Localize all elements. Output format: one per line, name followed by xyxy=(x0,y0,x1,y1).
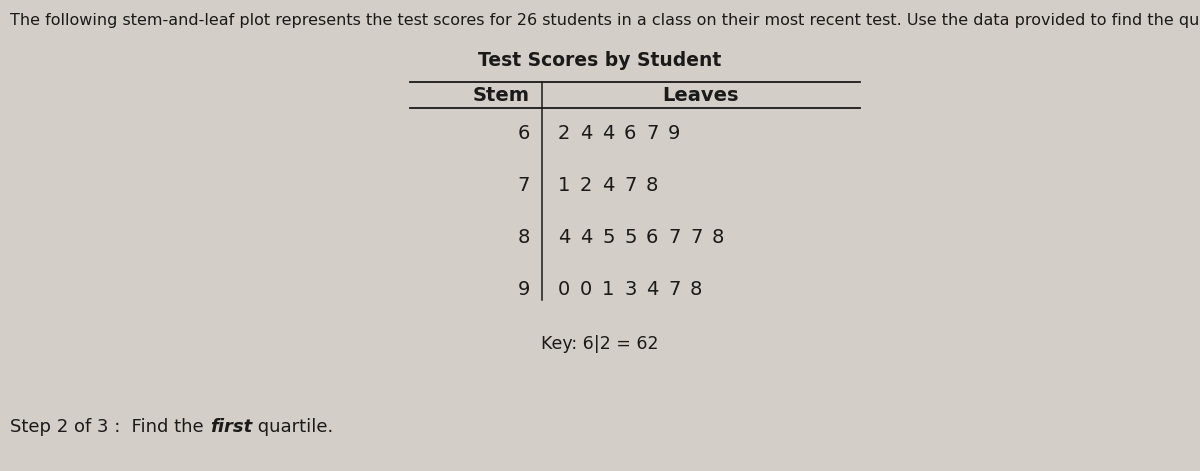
Text: 3: 3 xyxy=(624,280,636,299)
Text: 5: 5 xyxy=(602,228,614,247)
Text: Step 2 of 3 :: Step 2 of 3 : xyxy=(10,418,120,436)
Text: 7: 7 xyxy=(668,280,680,299)
Text: Test Scores by Student: Test Scores by Student xyxy=(479,51,721,70)
Text: 1: 1 xyxy=(558,176,570,195)
Text: 8: 8 xyxy=(712,228,725,247)
Text: 6: 6 xyxy=(646,228,659,247)
Text: 4: 4 xyxy=(558,228,570,247)
Text: 5: 5 xyxy=(624,228,636,247)
Text: 4: 4 xyxy=(602,176,614,195)
Text: 9: 9 xyxy=(517,280,530,299)
Text: 0: 0 xyxy=(580,280,593,299)
Text: 1: 1 xyxy=(602,280,614,299)
Text: 6: 6 xyxy=(517,124,530,143)
Text: Leaves: Leaves xyxy=(661,86,738,105)
Text: 4: 4 xyxy=(580,124,593,143)
Text: first: first xyxy=(210,418,252,436)
Text: 4: 4 xyxy=(646,280,659,299)
Text: Key: 6|2 = 62: Key: 6|2 = 62 xyxy=(541,335,659,353)
Text: quartile.: quartile. xyxy=(252,418,334,436)
Text: 8: 8 xyxy=(517,228,530,247)
Text: Find the: Find the xyxy=(120,418,210,436)
Text: 2: 2 xyxy=(580,176,593,195)
Text: The following stem-and-leaf plot represents the test scores for 26 students in a: The following stem-and-leaf plot represe… xyxy=(10,13,1200,28)
Text: 2: 2 xyxy=(558,124,570,143)
Text: 7: 7 xyxy=(646,124,659,143)
Text: 6: 6 xyxy=(624,124,636,143)
Text: 9: 9 xyxy=(668,124,680,143)
Text: 4: 4 xyxy=(580,228,593,247)
Text: 0: 0 xyxy=(558,280,570,299)
Text: 7: 7 xyxy=(690,228,702,247)
Text: 7: 7 xyxy=(624,176,636,195)
Text: 7: 7 xyxy=(517,176,530,195)
Text: 8: 8 xyxy=(646,176,659,195)
Text: 8: 8 xyxy=(690,280,702,299)
Text: Stem: Stem xyxy=(473,86,530,105)
Text: 7: 7 xyxy=(668,228,680,247)
Text: 4: 4 xyxy=(602,124,614,143)
